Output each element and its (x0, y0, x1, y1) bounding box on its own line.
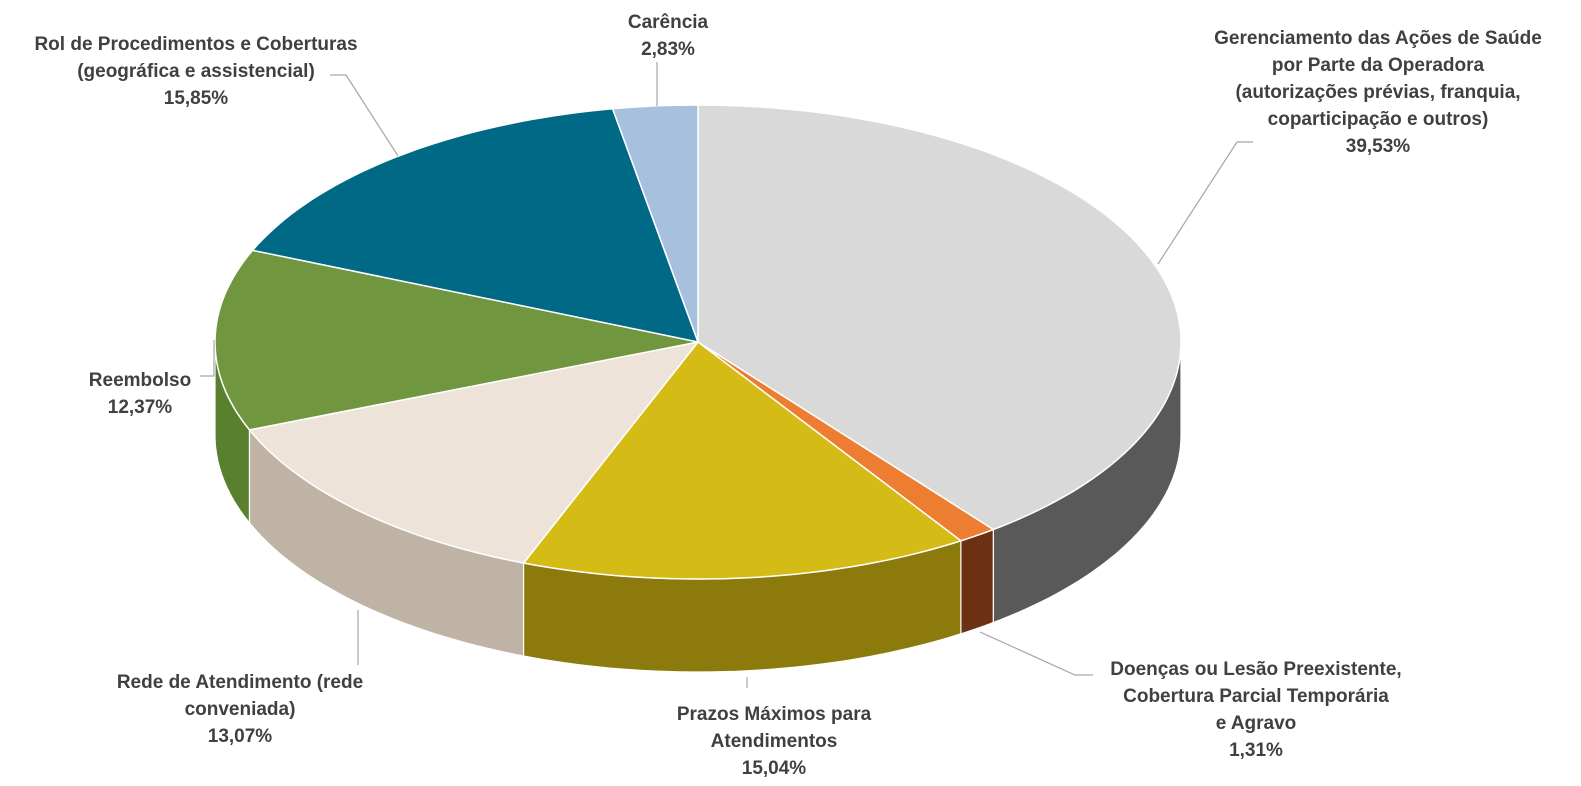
leader-line-0 (1157, 141, 1253, 265)
slice-category-label: Carência (628, 12, 709, 33)
slice-value-label: 13,07% (208, 726, 273, 747)
slice-category-label: Prazos Máximos para (677, 704, 872, 725)
slice-category-label: Cobertura Parcial Temporária (1123, 686, 1389, 707)
slice-category-label: Gerenciamento das Ações de Saúde (1214, 28, 1542, 49)
pie-slice-5 (251, 107, 699, 343)
slice-label-5: Rol de Procedimentos e Coberturas (geográ… (34, 34, 357, 109)
slice-category-label: Reembolso (89, 370, 191, 391)
slice-category-label: Doenças ou Lesão Preexistente, (1110, 659, 1401, 680)
slice-category-label: (geográfica e assistencial) (77, 61, 315, 82)
slice-label-0: Gerenciamento das Ações de Saúde por Part… (1214, 28, 1542, 157)
slice-label-6: Carência 2,83% (628, 12, 709, 60)
slice-category-label: conveniada) (185, 699, 296, 720)
pie-slice-1 (697, 341, 995, 542)
pie-slice-6 (611, 104, 699, 343)
pie-slice-2 (522, 341, 962, 580)
slice-category-label: por Parte da Operadora (1272, 55, 1485, 76)
slice-value-label: 39,53% (1346, 136, 1411, 157)
slice-label-1: Doenças ou Lesão Preexistente, Cobertura … (1110, 659, 1401, 761)
slice-value-label: 2,83% (641, 39, 695, 60)
slice-value-label: 1,31% (1229, 740, 1283, 761)
slice-category-label: Rede de Atendimento (rede (117, 672, 363, 693)
pie-slice-4 (214, 249, 699, 431)
slice-value-label: 15,85% (164, 88, 229, 109)
pie-sides (214, 341, 1182, 673)
slice-category-label: coparticipação e outros) (1268, 109, 1489, 130)
slice-value-label: 12,37% (108, 397, 173, 418)
leader-line-5 (330, 74, 399, 157)
slice-category-label: (autorizações prévias, franquia, (1235, 82, 1520, 103)
slice-label-3: Rede de Atendimento (rede conveniada) 13,0… (117, 672, 363, 747)
pie-tops (214, 104, 1182, 580)
pie-slice-3 (248, 341, 699, 564)
slice-side-1 (960, 528, 994, 635)
slice-category-label: Atendimentos (711, 731, 838, 752)
leader-line-4 (200, 340, 215, 377)
slice-label-4: Reembolso 12,37% (89, 370, 191, 418)
leader-line-1 (979, 631, 1093, 676)
slice-labels: Gerenciamento das Ações de Saúde por Part… (34, 12, 1541, 779)
slice-category-label: Rol de Procedimentos e Coberturas (34, 34, 357, 55)
slice-label-2: Prazos Máximos para Atendimentos 15,04% (677, 704, 872, 779)
slice-value-label: 15,04% (742, 758, 807, 779)
leader-lines (200, 62, 1253, 688)
slice-category-label: e Agravo (1216, 713, 1297, 734)
pie-slice-0 (697, 104, 1182, 531)
